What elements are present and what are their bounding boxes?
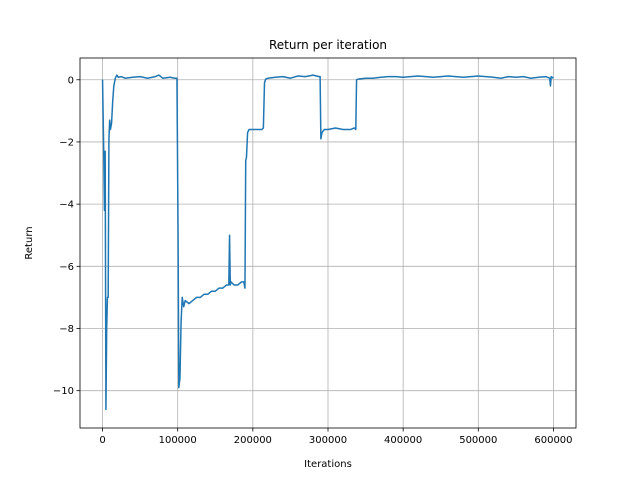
y-tick-label: −8 (59, 324, 74, 335)
y-axis-label: Return (24, 226, 35, 259)
y-tick-label: 0 (68, 75, 74, 86)
x-tick-label: 600000 (534, 435, 572, 446)
x-tick-label: 300000 (309, 435, 347, 446)
y-tick-label: −4 (59, 200, 74, 211)
grid (80, 58, 576, 428)
x-axis: 0 100000 200000 300000 400000 500000 600000 (99, 428, 573, 446)
series-group (101, 74, 554, 411)
x-tick-label: 0 (99, 435, 105, 446)
chart-title: Return per iteration (269, 38, 387, 52)
x-tick-label: 200000 (234, 435, 272, 446)
x-tick-label: 100000 (159, 435, 197, 446)
y-tick-label: −10 (53, 386, 74, 397)
x-tick-label: 400000 (384, 435, 422, 446)
y-tick-label: −6 (59, 262, 74, 273)
series-line-0 (101, 74, 554, 411)
y-tick-label: −2 (59, 137, 74, 148)
x-axis-label: Iterations (304, 459, 352, 470)
x-tick-label: 500000 (459, 435, 497, 446)
y-axis: −10 −8 −6 −4 −2 0 (53, 75, 80, 397)
